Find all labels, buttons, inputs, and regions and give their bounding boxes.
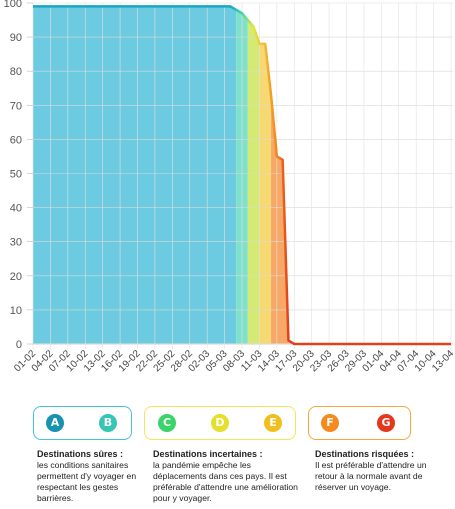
chart-grid: [32, 2, 453, 349]
band-3: [259, 6, 272, 344]
caption-safe-title: Destinations sûres :: [37, 449, 124, 459]
y-tick-label: 60: [10, 134, 22, 146]
band-2: [247, 6, 260, 344]
caption-risky-title: Destinations risquées :: [315, 449, 415, 459]
badge-a: A: [44, 412, 66, 434]
band-0: [33, 6, 237, 344]
badge-d: D: [209, 412, 231, 434]
caption-uncertain-title: Destinations incertaines :: [153, 449, 263, 459]
x-axis: 01-0204-0207-0210-0213-0216-0219-0222-02…: [12, 348, 455, 374]
badge-b: B: [97, 412, 119, 434]
y-tick-label: 70: [10, 100, 22, 112]
y-axis: 0 10 20 30 40 50 60 70 80 90 100: [4, 0, 33, 351]
y-tick-label: 100: [4, 0, 22, 10]
safety-index-chart: 0 10 20 30 40 50 60 70 80 90 100 01-0204-0207-0210…: [4, 0, 455, 374]
y-tick-label: 10: [10, 305, 22, 317]
caption-risky: Destinations risquées : Il est préférabl…: [315, 449, 427, 493]
badge-c: C: [156, 412, 178, 434]
y-tick-label: 80: [10, 66, 22, 78]
legend-group-risky: F G: [308, 406, 411, 440]
caption-risky-text: Il est préférable d'attendre un retour à…: [315, 460, 427, 492]
caption-uncertain-text: la pandémie empêche les déplacements dan…: [153, 460, 298, 503]
series-path: [33, 5, 451, 346]
caption-safe: Destinations sûres : les conditions sani…: [37, 449, 147, 504]
series-line: [33, 5, 451, 346]
badge-g: G: [375, 412, 397, 434]
badge-f: F: [319, 412, 341, 434]
y-tick-label: 30: [10, 237, 22, 249]
y-tick-label: 40: [10, 203, 22, 215]
legend-group-safe: A B: [33, 406, 132, 440]
badge-e: E: [262, 412, 284, 434]
y-tick-label: 20: [10, 271, 22, 283]
y-tick-label: 50: [10, 169, 22, 181]
y-tick-label: 0: [16, 339, 22, 351]
y-tick-label: 90: [10, 32, 22, 44]
caption-uncertain: Destinations incertaines : la pandémie e…: [153, 449, 301, 504]
caption-safe-text: les conditions sanitaires permettent d'y…: [37, 460, 137, 503]
legend-group-uncertain: C D E: [144, 406, 296, 440]
